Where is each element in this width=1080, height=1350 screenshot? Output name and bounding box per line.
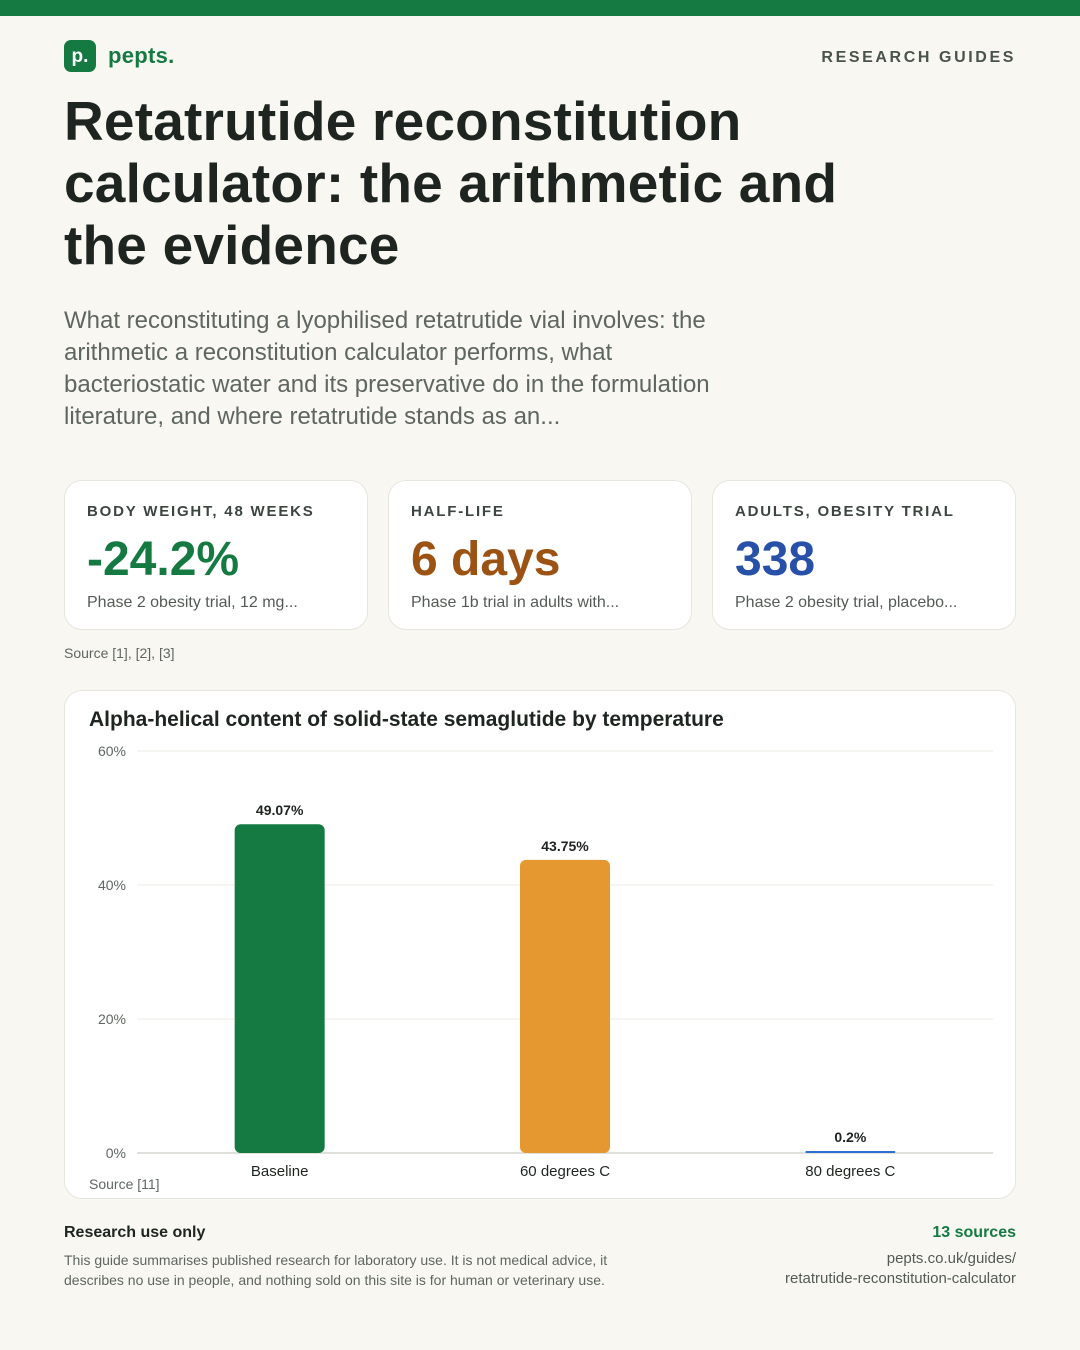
bar-value-label: 43.75% bbox=[541, 838, 589, 854]
x-tick-label: Baseline bbox=[251, 1163, 309, 1180]
bar bbox=[805, 1151, 896, 1153]
y-tick-label: 60% bbox=[98, 743, 126, 759]
chart-title: Alpha-helical content of solid-state sem… bbox=[89, 708, 724, 731]
stat-card-body-weight: BODY WEIGHT, 48 WEEKS -24.2% Phase 2 obe… bbox=[64, 480, 368, 630]
stat-note: Phase 2 obesity trial, placebo... bbox=[735, 594, 958, 611]
bar-value-label: 49.07% bbox=[256, 802, 304, 818]
x-tick-label: 60 degrees C bbox=[520, 1163, 610, 1180]
brand-logo[interactable]: p. pepts. bbox=[64, 40, 175, 72]
stat-label: ADULTS, OBESITY TRIAL bbox=[735, 503, 955, 520]
sources-count[interactable]: 13 sources bbox=[932, 1224, 1016, 1241]
x-tick-label: 80 degrees C bbox=[805, 1163, 895, 1180]
page-title: Retatrutide reconstitution calculator: t… bbox=[64, 90, 838, 276]
footer-disclaimer: Research use only This guide summarises … bbox=[64, 1224, 624, 1290]
top-accent-bar bbox=[0, 0, 1080, 16]
guide-url-line: pepts.co.uk/guides/ bbox=[886, 1250, 1016, 1267]
section-tag[interactable]: RESEARCH GUIDES bbox=[821, 49, 1016, 66]
brand-name: pepts. bbox=[108, 43, 175, 68]
page-lede: What reconstituting a lyophilised retatr… bbox=[64, 307, 710, 430]
guide-url[interactable]: pepts.co.uk/guides/ retatrutide-reconsti… bbox=[785, 1249, 1016, 1289]
footer-heading: Research use only bbox=[64, 1224, 206, 1241]
chart-source: Source [11] bbox=[89, 1176, 160, 1192]
y-tick-label: 20% bbox=[98, 1011, 126, 1027]
stat-card-half-life: HALF-LIFE 6 days Phase 1b trial in adult… bbox=[388, 480, 692, 630]
bar-chart: 0% 20% 40% 60% 49.07% Baseline 43.75% 60 degree… bbox=[98, 743, 993, 1180]
brand-mark-icon: p. bbox=[64, 40, 96, 72]
chart-card: 0% 20% 40% 60% 49.07% Baseline 43.75% 60 degree… bbox=[64, 690, 1016, 1199]
bar bbox=[520, 859, 610, 1153]
footer-meta: 13 sources pepts.co.uk/guides/ retatruti… bbox=[785, 1224, 1016, 1289]
stat-value: -24.2% bbox=[87, 533, 240, 586]
guide-url-line: retatrutide-reconstitution-calculator bbox=[785, 1270, 1016, 1287]
bar-value-label: 0.2% bbox=[834, 1129, 866, 1145]
stats-source: Source [1], [2], [3] bbox=[64, 645, 175, 661]
stat-card-adults: ADULTS, OBESITY TRIAL 338 Phase 2 obesit… bbox=[712, 480, 1016, 630]
stat-value: 338 bbox=[735, 533, 816, 586]
stat-label: BODY WEIGHT, 48 WEEKS bbox=[87, 503, 315, 520]
stat-value: 6 days bbox=[411, 533, 561, 586]
stat-label: HALF-LIFE bbox=[411, 503, 505, 520]
y-tick-label: 0% bbox=[106, 1145, 126, 1161]
stat-note: Phase 2 obesity trial, 12 mg... bbox=[87, 594, 298, 611]
footer-text: This guide summarises published research… bbox=[64, 1252, 608, 1288]
y-tick-label: 40% bbox=[98, 877, 126, 893]
stat-note: Phase 1b trial in adults with... bbox=[411, 594, 620, 611]
bar bbox=[234, 824, 325, 1153]
